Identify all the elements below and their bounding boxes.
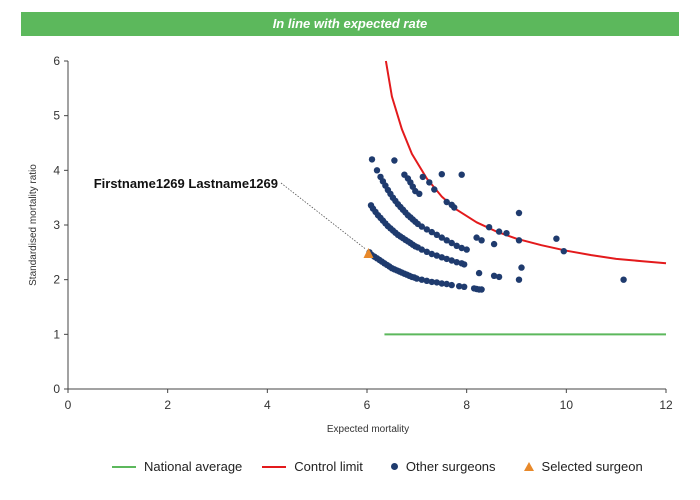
selected-surgeon-swatch [523, 462, 534, 471]
surgeon-point[interactable] [418, 276, 425, 283]
surgeon-point[interactable] [553, 235, 560, 242]
surgeon-point[interactable] [560, 248, 567, 255]
legend-control-limit-label: Control limit [294, 459, 363, 474]
surgeon-point[interactable] [458, 171, 465, 178]
y-tick-label: 5 [53, 109, 60, 123]
surgeon-point[interactable] [438, 280, 445, 287]
surgeon-point[interactable] [620, 276, 627, 283]
surgeon-point[interactable] [368, 156, 376, 163]
surgeon-point[interactable] [433, 252, 440, 259]
y-tick-label: 6 [53, 54, 60, 68]
surgeon-point[interactable] [456, 283, 463, 290]
surgeon-point[interactable] [495, 228, 503, 235]
surgeon-point[interactable] [391, 157, 398, 164]
surgeon-point[interactable] [458, 244, 465, 252]
surgeon-point[interactable] [428, 278, 435, 286]
surgeon-point[interactable] [443, 280, 450, 288]
x-axis-label: Expected mortality [327, 424, 409, 435]
surgeon-point[interactable] [463, 246, 470, 253]
legend-national-average-label: National average [144, 459, 243, 474]
status-banner: In line with expected rate [21, 12, 679, 36]
x-tick-label: 10 [560, 398, 574, 412]
legend-selected-surgeon-label: Selected surgeon [541, 459, 643, 474]
surgeon-point[interactable] [443, 255, 450, 263]
surgeon-point[interactable] [478, 286, 485, 293]
surgeon-point[interactable] [485, 224, 493, 231]
surgeon-point[interactable] [428, 228, 435, 236]
legend-national-average: National average [112, 459, 242, 474]
surgeon-point[interactable] [423, 248, 430, 255]
surgeon-point[interactable] [443, 237, 450, 244]
surgeon-point[interactable] [428, 250, 435, 258]
y-tick-label: 0 [53, 382, 60, 396]
national-average-swatch [112, 465, 136, 468]
control-limit-layer [384, 60, 667, 265]
x-tick-label: 6 [364, 398, 371, 412]
control-limit-line [384, 60, 667, 265]
legend: National average Control limit Other sur… [112, 459, 663, 474]
x-tick-label: 0 [65, 398, 72, 412]
surgeon-point[interactable] [515, 237, 523, 244]
other-surgeons-swatch [390, 463, 398, 470]
surgeon-point[interactable] [461, 283, 468, 290]
surgeon-point[interactable] [413, 275, 420, 282]
x-tick-label: 8 [463, 398, 470, 412]
surgeon-point[interactable] [448, 257, 455, 264]
surgeon-point[interactable] [431, 186, 438, 193]
surgeon-point[interactable] [518, 264, 525, 271]
x-tick-label: 4 [264, 398, 271, 412]
surgeon-point[interactable] [433, 279, 440, 286]
surgeon-point[interactable] [453, 259, 460, 266]
legend-control-limit: Control limit [262, 459, 363, 474]
axes [64, 60, 667, 393]
surgeon-point[interactable] [515, 209, 523, 217]
surgeon-point[interactable] [373, 167, 381, 174]
surgeon-point[interactable] [461, 261, 468, 268]
selected-surgeon-layer: Firstname1269 Lastname1269 [94, 176, 374, 258]
other-surgeons-layer [366, 156, 627, 293]
surgeon-point[interactable] [495, 273, 503, 281]
surgeon-point[interactable] [453, 242, 460, 249]
control-limit-swatch [262, 465, 287, 468]
selected-surgeon-label: Firstname1269 Lastname1269 [94, 176, 278, 191]
surgeon-point[interactable] [448, 281, 455, 289]
y-tick-label: 3 [53, 218, 60, 232]
surgeon-point[interactable] [438, 171, 445, 178]
surgeon-point[interactable] [423, 277, 430, 284]
selected-surgeon-leader-line [280, 182, 366, 250]
surgeon-point[interactable] [419, 173, 426, 181]
surgeon-point[interactable] [475, 269, 483, 277]
surgeon-point[interactable] [416, 190, 423, 197]
surgeon-point[interactable] [438, 254, 445, 261]
selected-surgeon-point[interactable] [363, 247, 374, 258]
legend-other-surgeons: Other surgeons [383, 459, 496, 474]
surgeon-point[interactable] [490, 272, 498, 279]
surgeon-point[interactable] [503, 230, 510, 237]
surgeon-point[interactable] [448, 239, 455, 247]
surgeon-point[interactable] [433, 231, 440, 238]
y-axis-label: Standardised mortality ratio [28, 164, 39, 286]
x-tick-label: 12 [659, 398, 673, 412]
surgeon-point[interactable] [478, 237, 485, 244]
surgeon-point[interactable] [515, 276, 523, 283]
y-tick-label: 1 [53, 327, 60, 341]
surgeon-point[interactable] [418, 223, 425, 230]
surgeon-point[interactable] [490, 240, 498, 248]
surgeon-point[interactable] [438, 234, 445, 241]
legend-other-surgeons-label: Other surgeons [405, 459, 496, 474]
surgeon-point[interactable] [451, 204, 458, 211]
surgeon-point[interactable] [443, 198, 450, 206]
surgeon-point[interactable] [426, 179, 433, 186]
surgeon-point[interactable] [473, 234, 480, 241]
surgeon-point[interactable] [418, 246, 425, 253]
y-tick-label: 4 [53, 163, 60, 177]
legend-selected-surgeon: Selected surgeon [516, 459, 643, 474]
surgeon-point[interactable] [423, 226, 430, 233]
x-tick-label: 2 [164, 398, 171, 412]
y-tick-label: 2 [53, 273, 60, 287]
